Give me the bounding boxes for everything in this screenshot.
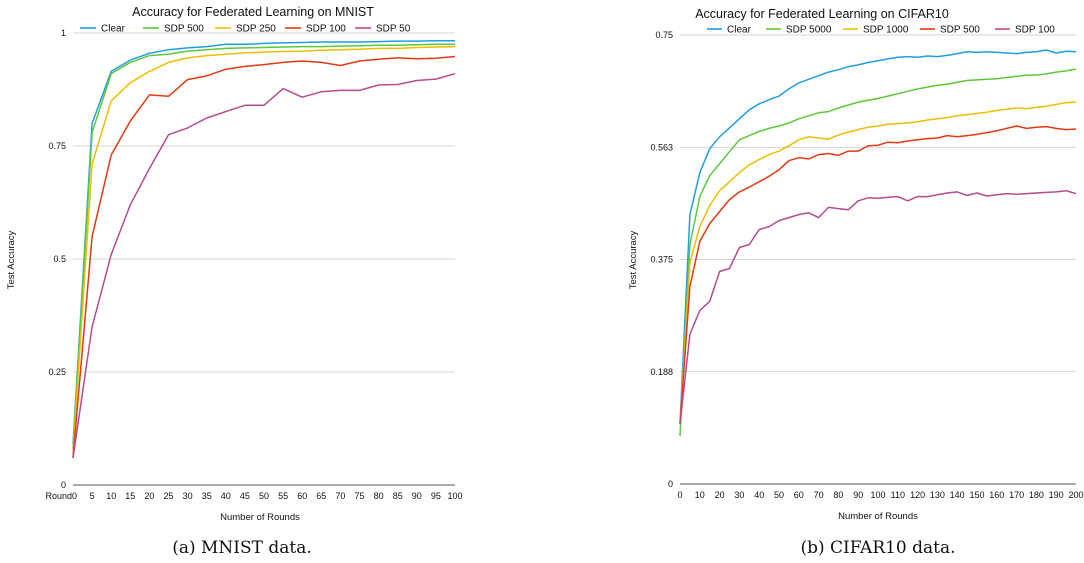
mnist-legend-label: Clear bbox=[101, 24, 126, 35]
cifar-x-tick-label: 10 bbox=[695, 490, 705, 500]
mnist-y-tick-label: 0.75 bbox=[48, 141, 66, 151]
mnist-x-tick-label: 40 bbox=[221, 491, 231, 501]
mnist-x-tick-label: 70 bbox=[335, 491, 345, 501]
mnist-series bbox=[72, 39, 456, 459]
mnist-y-axis-label: Test Accuracy bbox=[6, 230, 17, 289]
cifar-chart: Accuracy for Federated Learning on CIFAR… bbox=[628, 7, 1084, 558]
cifar-x-axis-label: Number of Rounds bbox=[838, 511, 918, 522]
mnist-legend-label: SDP 500 bbox=[164, 24, 204, 35]
cifar-x-tick-label: 150 bbox=[969, 490, 984, 500]
cifar-y-tick-label: 0.188 bbox=[650, 367, 673, 377]
cifar-series-line bbox=[679, 189, 1077, 425]
cifar-legend-label: SDP 500 bbox=[940, 25, 980, 36]
cifar-chart-title: Accuracy for Federated Learning on CIFAR… bbox=[695, 7, 949, 21]
mnist-x-axis-label: Number of Rounds bbox=[220, 512, 300, 523]
mnist-x-tick-label: 55 bbox=[278, 491, 288, 501]
cifar-series-line bbox=[679, 101, 1077, 425]
cifar-x-tick-label: 110 bbox=[891, 490, 905, 500]
cifar-x-tick-label: 0 bbox=[677, 490, 682, 500]
cifar-x-tick-label: 190 bbox=[1049, 490, 1064, 500]
mnist-x-tick-label: 15 bbox=[125, 491, 135, 501]
cifar-x-tick-label: 100 bbox=[870, 490, 885, 500]
cifar-x-tick-label: 20 bbox=[715, 490, 725, 500]
cifar-x-tick-label: 40 bbox=[754, 490, 764, 500]
mnist-x-tick-label: 5 bbox=[90, 491, 95, 501]
mnist-x-tick-label: 85 bbox=[393, 491, 403, 501]
cifar-legend: Clear SDP 5000 SDP 1000 SDP 500 SDP 100 bbox=[707, 25, 1055, 36]
mnist-x-tick-label: 35 bbox=[202, 491, 212, 501]
cifar-y-ticks: 0 0.188 0.375 0.563 0.75 bbox=[650, 30, 673, 489]
mnist-x-tick-label: 80 bbox=[374, 491, 384, 501]
mnist-legend-label: SDP 100 bbox=[306, 24, 346, 35]
cifar-grid bbox=[680, 34, 1076, 485]
mnist-y-tick-label: 0.5 bbox=[53, 254, 66, 264]
cifar-legend-label: SDP 1000 bbox=[863, 25, 909, 36]
cifar-y-tick-label: 0.375 bbox=[650, 255, 673, 265]
cifar-series bbox=[679, 49, 1077, 437]
mnist-x-tick-label: 65 bbox=[316, 491, 326, 501]
cifar-x-ticks: 0 10 20 30 40 50 60 70 80 90 100 110 120 130 140 150 160… bbox=[677, 490, 1083, 500]
cifar-x-tick-label: 170 bbox=[1009, 490, 1024, 500]
cifar-x-tick-label: 60 bbox=[794, 490, 804, 500]
mnist-x-tick-label: 75 bbox=[354, 491, 364, 501]
cifar-x-tick-label: 140 bbox=[950, 490, 965, 500]
cifar-series-line bbox=[679, 125, 1077, 425]
cifar-y-axis-label: Test Accuracy bbox=[628, 230, 639, 289]
cifar-x-tick-label: 50 bbox=[774, 490, 784, 500]
mnist-legend: Clear SDP 500 SDP 250 SDP 100 SDP 50 bbox=[80, 24, 411, 35]
mnist-series-line bbox=[72, 39, 455, 445]
mnist-x-tick-label: 30 bbox=[183, 491, 193, 501]
mnist-legend-label: SDP 50 bbox=[376, 24, 411, 35]
cifar-x-tick-label: 90 bbox=[853, 490, 863, 500]
mnist-x-tick-label: 10 bbox=[106, 491, 116, 501]
mnist-chart: Accuracy for Federated Learning on MNIST… bbox=[6, 5, 463, 558]
cifar-legend-label: SDP 5000 bbox=[786, 25, 832, 36]
mnist-x-ticks: Round0 5 10 15 20 25 30 35 40 45 50 55 60 65 70 75 80 85 9… bbox=[45, 491, 462, 501]
mnist-y-tick-label: 0 bbox=[61, 480, 66, 490]
cifar-x-tick-label: 80 bbox=[833, 490, 843, 500]
mnist-x-tick-label: 50 bbox=[259, 491, 269, 501]
cifar-series-line bbox=[679, 68, 1077, 437]
mnist-legend-label: SDP 250 bbox=[236, 24, 276, 35]
mnist-series-line bbox=[72, 43, 455, 449]
mnist-x-tick-label: 95 bbox=[431, 491, 441, 501]
cifar-legend-label: SDP 100 bbox=[1015, 25, 1055, 36]
mnist-series-line bbox=[72, 55, 456, 458]
mnist-chart-title: Accuracy for Federated Learning on MNIST bbox=[132, 5, 374, 19]
mnist-series-line bbox=[72, 45, 456, 454]
mnist-grid bbox=[73, 32, 455, 486]
cifar-x-tick-label: 160 bbox=[989, 490, 1004, 500]
mnist-x-tick-label: 20 bbox=[144, 491, 154, 501]
mnist-x-tick-label: 60 bbox=[297, 491, 307, 501]
mnist-x-tick-label: 45 bbox=[240, 491, 250, 501]
cifar-x-tick-label: 180 bbox=[1029, 490, 1044, 500]
cifar-y-tick-label: 0.563 bbox=[650, 142, 673, 152]
cifar-y-tick-label: 0.75 bbox=[655, 30, 673, 40]
mnist-y-ticks: 0 0.25 0.5 0.75 1 bbox=[48, 28, 66, 490]
mnist-x-tick-label: 100 bbox=[447, 491, 462, 501]
cifar-x-tick-label: 30 bbox=[734, 490, 744, 500]
mnist-series-line bbox=[72, 72, 456, 459]
mnist-caption: (a) MNIST data. bbox=[172, 538, 312, 558]
mnist-x-tick-label: 25 bbox=[163, 491, 173, 501]
cifar-caption: (b) CIFAR10 data. bbox=[800, 538, 955, 558]
cifar-x-tick-label: 200 bbox=[1068, 490, 1083, 500]
mnist-x-tick-label: Round0 bbox=[45, 491, 77, 501]
cifar-series-line bbox=[679, 49, 1077, 425]
cifar-y-tick-label: 0 bbox=[668, 479, 673, 489]
cifar-legend-label: Clear bbox=[727, 25, 752, 36]
mnist-y-tick-label: 0.25 bbox=[48, 367, 66, 377]
mnist-x-tick-label: 90 bbox=[412, 491, 422, 501]
mnist-y-tick-label: 1 bbox=[61, 28, 66, 38]
cifar-x-tick-label: 70 bbox=[814, 490, 824, 500]
cifar-x-tick-label: 130 bbox=[930, 490, 945, 500]
cifar-x-tick-label: 120 bbox=[910, 490, 925, 500]
